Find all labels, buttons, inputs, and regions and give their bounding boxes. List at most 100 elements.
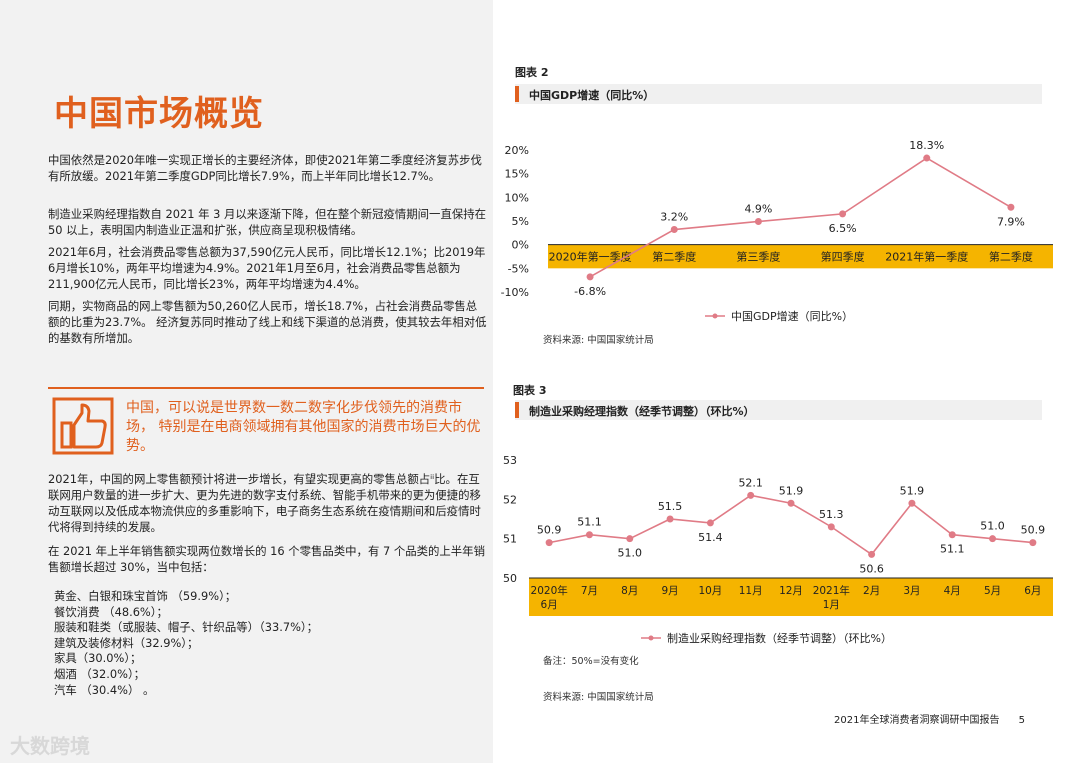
data-label: 51.5: [658, 500, 683, 513]
data-label: 51.0: [618, 547, 643, 560]
gdp-line-chart: 20% 15% 10% 5% 0% -5% -10% 2020年第一季度 第二季度 第三季度 第四季…: [501, 139, 1053, 323]
figure-2-title: 中国GDP增速（同比%）: [529, 89, 655, 102]
paragraph-pmi: 制造业采购经理指数自 2021 年 3 月以来逐渐下降，但在整个新冠疫情期间一直…: [48, 207, 487, 237]
figure-3-title-bar: 制造业采购经理指数（经季节调整）（环比%）: [515, 400, 1042, 420]
data-point: [948, 531, 956, 539]
legend-marker: [712, 313, 718, 319]
page-title: 中国市场概览: [54, 94, 264, 134]
data-label: 4.9%: [744, 202, 772, 215]
paragraph-gdp: 中国依然是2020年唯一实现正增长的主要经济体，即使2021年第二季度经济复苏步…: [48, 153, 482, 183]
title-accent-mark: [515, 86, 519, 102]
data-point: [989, 535, 997, 543]
data-label: 51.0: [980, 520, 1005, 533]
y-tick-label: -5%: [508, 262, 529, 275]
x-tick-label: 9月: [661, 585, 678, 597]
data-point: [908, 499, 916, 507]
data-label: 7.9%: [997, 215, 1025, 228]
data-label: 50.6: [859, 562, 884, 575]
callout-quote: 中国，可以说是世界数一数二数字化步伐领先的消费市场， 特别是在电商领域拥有其他国…: [126, 400, 481, 454]
y-tick-label: -10%: [501, 286, 529, 299]
x-tick-label: 2020年第一季度: [549, 250, 632, 264]
data-point: [868, 550, 876, 558]
y-tick-label: 51: [503, 533, 517, 546]
x-tick-label: 第三季度: [736, 250, 780, 264]
category-list: 黄金、白银和珠宝首饰 （59.9%）； 餐饮消费 （48.6%）； 服装和鞋类（…: [54, 589, 318, 698]
x-tick-label: 5月: [984, 585, 1001, 597]
data-point: [923, 154, 931, 162]
data-point: [754, 217, 762, 225]
list-item: 汽车 （30.4%） 。: [54, 682, 155, 697]
list-item: 餐饮消费 （48.6%）；: [54, 604, 168, 619]
y-tick-label: 5%: [512, 215, 529, 228]
data-point: [670, 226, 678, 234]
y-tick-label: 50: [503, 572, 517, 585]
data-label: 51.9: [900, 484, 925, 497]
data-label: 51.3: [819, 508, 844, 521]
category-band: [548, 244, 1053, 269]
figure-2-label: 图表 2: [515, 66, 549, 79]
thumbs-up-icon: [52, 397, 114, 455]
x-tick-label: 3月: [903, 585, 920, 597]
x-tick-label: 7月: [581, 585, 598, 597]
data-label: -6.8%: [574, 285, 606, 298]
data-point: [586, 273, 594, 281]
data-point: [706, 519, 714, 527]
figure-3-source: 资料来源: 中国国家统计局: [543, 692, 654, 703]
left-panel: 中国市场概览 中国依然是2020年唯一实现正增长的主要经济体，即使2021年第二…: [0, 0, 493, 763]
data-label: 6.5%: [829, 222, 857, 235]
y-tick-label: 10%: [505, 191, 529, 204]
title-accent-mark: [515, 402, 519, 418]
x-tick-label: 10月: [698, 585, 722, 597]
data-label: 51.1: [577, 516, 602, 529]
figure-3-note: 备注：50%=没有变化: [543, 656, 639, 667]
x-tick-label: 12月: [779, 585, 803, 597]
section-divider: [48, 387, 484, 389]
list-item: 家具（30.0%）；: [54, 651, 142, 666]
data-point: [1029, 539, 1037, 547]
x-tick-label: 4月: [944, 585, 961, 597]
data-point: [545, 539, 553, 547]
x-tick-label: 第四季度: [821, 250, 865, 264]
paragraph-retail: 2021年6月，社会消费品零售总额为37,590亿元人民币，同比增长12.1%；…: [48, 245, 486, 291]
x-tick-label: 第二季度: [652, 250, 696, 264]
category-band: [529, 578, 1053, 616]
paragraph-categories: 在 2021 年上半年销售额实现两位数增长的 16 个零售品类中，有 7 个品类…: [48, 544, 485, 574]
list-item: 服装和鞋类（或服装、帽子、针织品等）（33.7%）；: [54, 620, 318, 635]
x-tick-label: 2020年: [531, 584, 568, 597]
series-line: [589, 157, 1012, 278]
y-tick-label: 52: [503, 493, 517, 506]
y-tick-label: 53: [503, 454, 517, 467]
data-label: 3.2%: [660, 211, 688, 224]
x-tick-label: 第二季度: [989, 250, 1033, 264]
paragraph-online: 同期，实物商品的网上零售额为50,260亿人民币，增长18.7%，占社会消费品零…: [48, 299, 487, 345]
page-number: 5: [1018, 715, 1026, 726]
y-tick-label: 15%: [505, 168, 529, 181]
x-tick-label: 2月: [863, 585, 880, 597]
legend-marker: [648, 635, 654, 641]
paragraph-ecommerce: 2021年，中国的网上零售额预计将进一步增长，有望实现更高的零售总额占ⁱⁱ比。在…: [48, 472, 481, 534]
page-footer: 2021年全球消费者洞察调研中国报告 5: [834, 711, 1025, 726]
list-item: 黄金、白银和珠宝首饰 （59.9%）；: [54, 589, 237, 603]
data-label: 50.9: [1021, 524, 1046, 537]
x-tick-label: 1月: [823, 599, 840, 611]
legend-label: 制造业采购经理指数（经季节调整）（环比%）: [667, 631, 892, 645]
data-point: [585, 531, 593, 539]
y-tick-label: 20%: [505, 144, 529, 157]
figure-3-title: 制造业采购经理指数（经季节调整）（环比%）: [529, 405, 755, 418]
x-tick-label: 2021年第一季度: [885, 250, 968, 264]
figure-2-source: 资料来源: 中国国家统计局: [543, 335, 654, 346]
list-item: 建筑及装修材料（32.9%）；: [54, 635, 199, 650]
x-tick-label: 6月: [541, 599, 558, 611]
data-label: 50.9: [537, 524, 562, 537]
data-point: [666, 515, 674, 523]
legend-label: 中国GDP增速（同比%）: [731, 309, 853, 323]
data-label: 51.4: [698, 531, 723, 544]
watermark-logo: 大数跨境: [10, 734, 90, 758]
y-tick-label: 0%: [512, 239, 529, 252]
data-label: 51.9: [779, 484, 804, 497]
x-tick-label: 2021年: [813, 584, 850, 597]
pmi-line-chart: 53 52 51 50 2020年 6月 7月 8月 9月 10月 11月 12月 2021年 1月 2月 3…: [503, 454, 1053, 645]
x-tick-label: 8月: [621, 585, 638, 597]
data-label: 51.1: [940, 543, 965, 556]
data-point: [747, 491, 755, 499]
